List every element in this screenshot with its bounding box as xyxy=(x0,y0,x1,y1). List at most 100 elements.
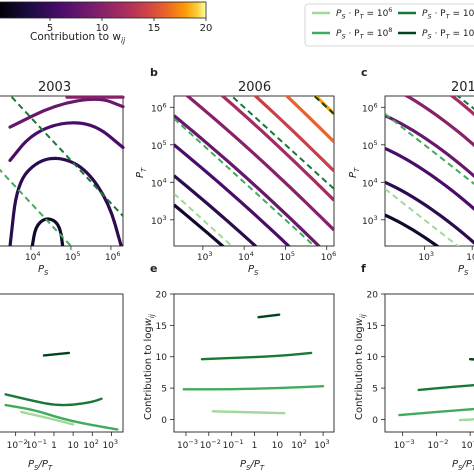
x-tick-label: 106 xyxy=(105,250,121,263)
contour-curve xyxy=(30,217,65,246)
panel-2011: c 201 103 104 103 104 105 106 PS PT xyxy=(348,66,474,277)
series-line xyxy=(42,351,71,357)
panel-letter-e: e xyxy=(150,262,157,275)
y-tick-label: 5 xyxy=(161,385,167,395)
x-tick-label: 106 xyxy=(321,250,337,263)
axis-ticks-2006: 103 103 104 104 105 105 106 106 xyxy=(151,101,336,263)
y-tick-label: 0 xyxy=(161,416,167,426)
x-tick-label: 103 xyxy=(197,250,213,263)
constant-product-line xyxy=(385,188,460,246)
y-tick-label: 103 xyxy=(362,214,378,227)
y-tick-label: 10 xyxy=(156,353,168,363)
y-tick-label: 104 xyxy=(362,176,378,189)
axis-ticks-2003: 104 105 106 xyxy=(25,246,121,263)
panel-letter-f: f xyxy=(361,262,366,275)
contour-curve xyxy=(385,146,474,211)
plot-area-d xyxy=(0,293,124,433)
y-tick-label: 106 xyxy=(151,101,167,114)
series-line xyxy=(458,418,474,422)
y-tick-label: 105 xyxy=(362,139,378,152)
colorbar-label: Contribution to wij xyxy=(30,31,126,45)
series-line xyxy=(211,410,286,415)
y-tick-label: 104 xyxy=(151,176,167,189)
contour-curve xyxy=(8,121,125,163)
contour-curves-2011 xyxy=(385,96,474,246)
plot-area-2006 xyxy=(173,95,335,247)
series-line xyxy=(398,407,474,417)
x-axis-label-f: PS/PT xyxy=(452,459,474,472)
contour-curve xyxy=(220,96,334,202)
axis-ticks-2011: 103 104 103 104 105 106 xyxy=(362,101,474,263)
x-tick-label: 105 xyxy=(279,250,295,263)
x-tick-label: 103 xyxy=(418,250,434,263)
colorbar-gradient xyxy=(0,1,207,19)
panel-d: 10−210−1 1 10 102 103 PS/PT xyxy=(0,293,124,472)
x-axis-label-d: PS/PT xyxy=(28,459,53,472)
colorbar: 5 10 15 20 Contribution to wij xyxy=(0,1,213,45)
y-axis-label-e: Contribution to logwij xyxy=(143,314,156,420)
x-tick-label: 10 xyxy=(67,441,79,451)
contour-curves-2003 xyxy=(0,96,125,246)
contour-curve xyxy=(403,96,474,148)
contour-curve xyxy=(385,180,474,245)
y-axis-label-2011: PT xyxy=(348,167,361,178)
panel-2003: 2003 104 105 106 PS xyxy=(0,80,125,277)
contour-curve xyxy=(284,96,334,143)
x-tick-label: 10−1 xyxy=(223,438,244,451)
colorbar-tick-label: 15 xyxy=(148,23,161,34)
x-axis-label-2011: PS xyxy=(458,264,469,277)
contour-curve xyxy=(385,213,440,246)
legend-frame xyxy=(304,3,474,47)
contour-curve xyxy=(174,114,322,246)
panel-letter-b: b xyxy=(150,66,158,79)
x-axis-label-2006: PS xyxy=(248,264,259,277)
x-tick-label: 104 xyxy=(25,250,41,263)
colorbar-ticks: 5 10 15 20 xyxy=(47,18,213,34)
legend-entry-label: PS · PT = 106 xyxy=(336,6,392,21)
panel-2006: b 2006 103 103 104 104 105 105 106 106 PS PT xyxy=(135,66,336,277)
constant-product-line xyxy=(9,96,124,217)
x-tick-label: 10 xyxy=(272,441,284,451)
contour-curve xyxy=(8,97,125,129)
series-line xyxy=(257,313,281,319)
axis-ticks-f: 10−3 10−2 10−1 0 5 10 15 20 xyxy=(367,291,474,452)
x-tick-label: 10−2 xyxy=(427,438,448,451)
x-tick-label: 10−3 xyxy=(394,438,415,451)
x-tick-label: 103 xyxy=(102,438,118,451)
series-lines-e xyxy=(182,313,325,415)
y-tick-label: 0 xyxy=(372,416,378,426)
x-tick-label: 105 xyxy=(65,250,81,263)
legend-entry-label: PS · PT = 108 xyxy=(336,26,392,41)
x-axis-label-e: PS/PT xyxy=(240,459,265,472)
y-tick-label: 10 xyxy=(367,353,379,363)
contour-curve xyxy=(174,174,258,246)
y-axis-label-f: Contribution to logwij xyxy=(354,314,367,420)
constant-product-line xyxy=(385,113,474,185)
series-line xyxy=(182,385,325,391)
axis-ticks-d: 10−210−1 1 10 102 103 xyxy=(7,432,118,451)
series-line xyxy=(4,393,103,407)
contour-curve xyxy=(174,143,291,246)
series-line xyxy=(4,403,119,431)
series-line xyxy=(20,410,75,426)
plot-area-e xyxy=(173,293,335,433)
contour-curve xyxy=(253,96,334,173)
panel-e: e 10−3 10−2 10−1 1 10 102 103 0 5 10 15 20 PS/PT Co… xyxy=(143,262,335,472)
colorbar-tick-label: 20 xyxy=(200,23,213,34)
panel-title-2011: 201 xyxy=(451,80,474,95)
contour-curve xyxy=(174,203,226,246)
axis-ticks-e: 10−3 10−2 10−1 1 10 102 103 0 5 10 15 20 xyxy=(156,291,330,452)
contour-curve xyxy=(385,114,474,179)
plot-area-2011 xyxy=(384,95,474,247)
constant-product-line xyxy=(0,168,73,246)
legend-entry-label: PS · PT = 1012 xyxy=(422,26,474,41)
contour-curve xyxy=(449,96,474,117)
plot-area-f xyxy=(384,293,474,433)
x-tick-label: 102 xyxy=(291,438,307,451)
y-tick-label: 20 xyxy=(156,291,168,301)
plot-area-2003 xyxy=(0,95,124,247)
panel-f: f 10−3 10−2 10−1 0 5 10 15 20 PS/PT Contributio… xyxy=(354,262,474,472)
x-tick-label: 1 xyxy=(51,441,57,451)
